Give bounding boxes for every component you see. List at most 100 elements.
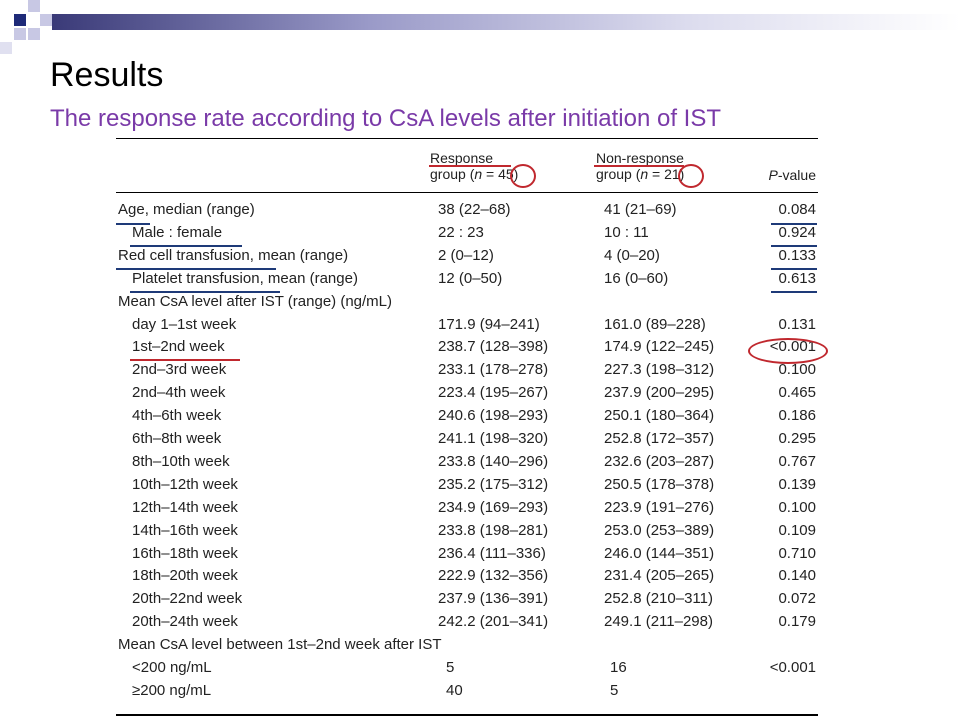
annotation-underline-male-female — [130, 245, 242, 247]
decor-square — [0, 42, 12, 54]
nonresponse-value: 227.3 (198–312) — [604, 361, 715, 379]
row-label: 18th–20th week — [132, 567, 238, 585]
row-label: <200 ng/mL — [132, 659, 212, 676]
header-text: group ( — [596, 166, 641, 182]
decor-square — [28, 0, 40, 12]
annotation-circle-response-n — [510, 164, 536, 188]
header-text: n — [474, 166, 483, 182]
response-value: 241.1 (198–320) — [438, 430, 549, 447]
table-row: Red cell transfusion, mean (range) 2 (0–1… — [116, 247, 818, 269]
row-label: 2nd–3rd week — [132, 361, 227, 379]
response-value: 223.4 (195–267) — [438, 384, 549, 402]
row-label: 8th–10th week — [132, 452, 230, 470]
response-value: 240.6 (198–293) — [438, 407, 549, 425]
header-text: -value — [777, 167, 816, 183]
header-response-line2: group (n = 45) — [430, 166, 518, 182]
nonresponse-value: 250.5 (178–378) — [604, 475, 715, 493]
slide-title: Results — [50, 56, 164, 94]
header-text: group ( — [430, 166, 475, 182]
response-value: 237.9 (136–391) — [438, 590, 549, 608]
response-value: 222.9 (132–356) — [438, 567, 549, 585]
p-value: 0.710 — [778, 544, 816, 562]
response-value: 233.8 (198–281) — [438, 521, 549, 539]
header-response-underline — [429, 165, 511, 167]
table-row: 20th–22nd week 237.9 (136–391) 252.8 (210–… — [116, 590, 818, 612]
header-text: = 21) — [648, 166, 685, 182]
header-nonresponse-line1: Non-response — [596, 150, 684, 166]
row-label: 10th–12th week — [132, 475, 238, 493]
row-label: Platelet transfusion, mean (range) — [132, 269, 358, 287]
row-label: Mean CsA level after IST (range) (ng/mL) — [118, 292, 392, 310]
table-row: day 1–1st week 171.9 (94–241) 161.0 (89–22… — [116, 316, 818, 338]
header-pvalue: P-value — [769, 167, 816, 183]
table-row: 20th–24th week 242.2 (201–341) 249.1 (211–… — [116, 613, 818, 635]
response-value: 236.4 (111–336) — [438, 544, 546, 562]
row-label: 16th–18th week — [132, 544, 238, 562]
nonresponse-value: 16 — [610, 659, 627, 676]
table-row: 16th–18th week 236.4 (111–336) 246.0 (144–… — [116, 545, 818, 567]
p-value: 0.613 — [778, 269, 816, 287]
row-label: 20th–22nd week — [132, 590, 243, 608]
p-value: 0.109 — [778, 521, 816, 539]
response-value: 40 — [446, 681, 463, 699]
p-value: 0.186 — [778, 407, 816, 425]
annotation-underline-p-platelet — [771, 291, 817, 293]
nonresponse-value: 252.8 (172–357) — [604, 430, 715, 447]
nonresponse-value: 250.1 (180–364) — [604, 407, 715, 425]
header-nonresponse-underline — [594, 165, 684, 167]
nonresponse-value: 4 (0–20) — [604, 246, 660, 264]
nonresponse-value: 231.4 (205–265) — [604, 567, 715, 585]
row-label: 2nd–4th week — [132, 384, 226, 402]
annotation-circle-p-1st-2nd-week — [748, 338, 828, 364]
header-nonresponse-line2: group (n = 21) — [596, 166, 684, 182]
decor-square — [14, 28, 26, 40]
decor-square — [40, 14, 52, 26]
header-response-line1: Response — [430, 150, 494, 166]
nonresponse-value: 249.1 (211–298) — [604, 613, 713, 631]
p-value: 0.072 — [778, 590, 816, 608]
row-label: 1st–2nd week — [132, 338, 225, 356]
row-label: day 1–1st week — [132, 315, 237, 333]
nonresponse-value: 223.9 (191–276) — [604, 498, 715, 516]
table-row: ≥200 ng/mL 40 5 — [116, 682, 818, 704]
row-label: ≥200 ng/mL — [132, 681, 212, 699]
annotation-underline-platelet — [130, 291, 280, 293]
header-text: P — [768, 167, 778, 183]
p-value: 0.140 — [778, 567, 816, 585]
table-row: 2nd–4th week 223.4 (195–267) 237.9 (200–29… — [116, 384, 818, 406]
nonresponse-value: 161.0 (89–228) — [604, 315, 706, 333]
table-row: 8th–10th week 233.8 (140–296) 232.6 (203–2… — [116, 453, 818, 475]
p-value: 0.295 — [778, 430, 816, 447]
response-value: 2 (0–12) — [438, 246, 494, 264]
table-row: 10th–12th week 235.2 (175–312) 250.5 (178–… — [116, 476, 818, 498]
decor-gradient-bar — [52, 14, 960, 30]
nonresponse-value: 174.9 (122–245) — [604, 338, 715, 356]
nonresponse-value: 232.6 (203–287) — [604, 452, 715, 470]
annotation-underline-p-age — [771, 223, 817, 225]
table-bottom-rule — [116, 714, 818, 716]
response-value: 22 : 23 — [438, 223, 484, 241]
annotation-underline-p-male — [771, 245, 817, 247]
response-value: 242.2 (201–341) — [438, 613, 549, 631]
results-table: Response group (n = 45) Non-response gro… — [116, 138, 828, 716]
table-row: 4th–6th week 240.6 (198–293) 250.1 (180–36… — [116, 407, 818, 429]
row-label: 4th–6th week — [132, 407, 222, 425]
row-label: 14th–16th week — [132, 521, 238, 539]
table-row: 18th–20th week 222.9 (132–356) 231.4 (205–… — [116, 567, 818, 589]
p-value: 0.131 — [778, 315, 816, 333]
response-value: 12 (0–50) — [438, 269, 503, 287]
annotation-underline-red-cell — [116, 268, 276, 270]
table-row: Platelet transfusion, mean (range) 12 (0–… — [116, 270, 818, 292]
table-row: 1st–2nd week 238.7 (128–398) 174.9 (122–24… — [116, 338, 818, 360]
row-label: Male : female — [132, 223, 223, 241]
response-value: 233.1 (178–278) — [438, 361, 549, 379]
header-text: n — [640, 166, 649, 182]
annotation-underline-age — [116, 223, 150, 225]
table-header-rule — [116, 192, 818, 193]
table-row: Male : female 22 : 23 10 : 11 0.924 — [116, 224, 818, 246]
nonresponse-value: 246.0 (144–351) — [604, 544, 715, 562]
table-row: Mean CsA level between 1st–2nd week afte… — [116, 636, 818, 658]
response-value: 234.9 (169–293) — [438, 498, 549, 516]
response-value: 238.7 (128–398) — [438, 338, 549, 356]
row-label: 20th–24th week — [132, 613, 238, 631]
